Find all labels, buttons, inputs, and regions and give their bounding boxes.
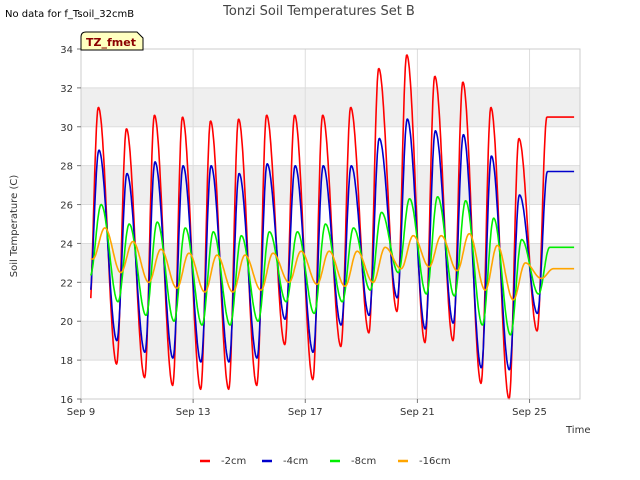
chart-title: Tonzi Soil Temperatures Set B: [222, 4, 415, 19]
series-line-minus8cm: [90, 196, 575, 336]
y-axis-label: Soil Temperature (C): [9, 175, 20, 278]
no-data-note: No data for f_Tsoil_32cmB: [5, 9, 134, 20]
y-tick-label: 20: [60, 317, 73, 328]
x-tick-label: Sep 13: [176, 407, 211, 418]
y-tick-label: 16: [60, 395, 73, 406]
y-tick-label: 28: [60, 162, 73, 173]
y-tick-label: 32: [60, 84, 73, 95]
legend-label: -16cm: [419, 456, 451, 467]
y-tick-label: 22: [60, 278, 73, 289]
y-tick-label: 24: [60, 239, 73, 250]
x-axis-label: Time: [565, 425, 590, 436]
legend-item: -4cm: [262, 456, 308, 467]
x-tick-label: Sep 9: [67, 407, 95, 418]
plot-frame: [80, 48, 581, 400]
x-tick-label: Sep 17: [288, 407, 323, 418]
x-tick-label: Sep 25: [512, 407, 547, 418]
legend-label: -8cm: [351, 456, 376, 467]
series-line-minus16cm: [90, 227, 575, 301]
y-tick-label: 18: [60, 356, 73, 367]
legend-label: -2cm: [221, 456, 246, 467]
axes: 16 18 20 22 24 26 28 30 32 34 Sep 9 Sep 13 Sep 17 Sep…: [60, 45, 581, 418]
station-badge: TZ_fmet: [80, 31, 144, 51]
y-tick-label: 26: [60, 201, 73, 212]
y-tick-label: 30: [60, 123, 73, 134]
badge-label: TZ_fmet: [86, 36, 136, 49]
y-tick-label: 34: [60, 45, 73, 56]
legend-item: -8cm: [330, 456, 376, 467]
badge-box: [80, 31, 144, 51]
grid-band: [81, 87, 580, 127]
x-tick-label: Sep 21: [400, 407, 435, 418]
series-layer: [90, 54, 575, 400]
grid-band: [81, 321, 580, 361]
legend-item: -2cm: [200, 456, 246, 467]
legend-label: -4cm: [283, 456, 308, 467]
legend: -2cm -4cm -8cm -16cm: [200, 456, 451, 467]
legend-item: -16cm: [398, 456, 451, 467]
